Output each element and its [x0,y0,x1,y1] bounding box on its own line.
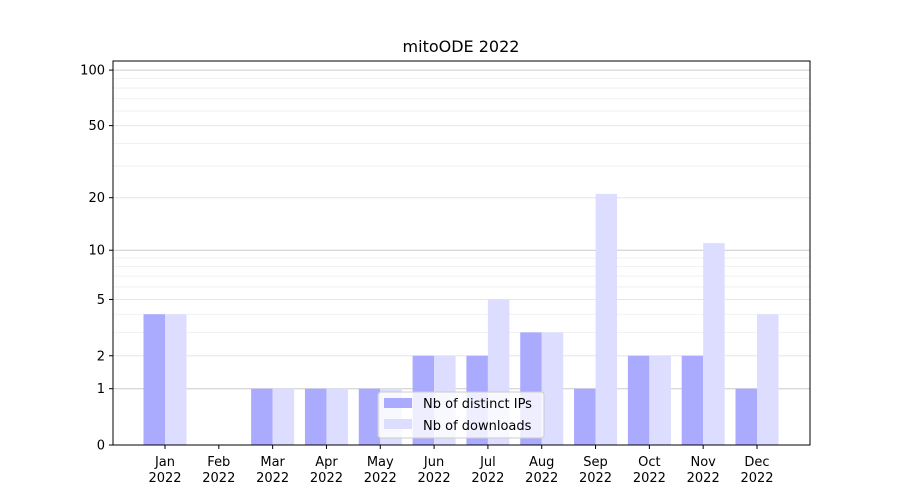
y-tick-label: 50 [88,119,105,134]
x-tick-label: Jun 2022 [418,455,451,486]
legend-label-ips: Nb of distinct IPs [423,397,532,412]
y-tick-label: 1 [97,382,105,397]
chart-title: mitoODE 2022 [403,37,520,56]
bar-downloads [541,332,564,445]
y-tick-label: 20 [88,191,105,206]
x-tick-label: Aug 2022 [525,455,558,486]
x-tick-label: Nov 2022 [687,455,720,486]
plot-frame [112,60,811,446]
bar-downloads [703,243,725,445]
x-tick-label: Jan 2022 [148,455,181,486]
bar-downloads [595,193,618,445]
bar-distinct-ips [143,314,165,445]
bar-downloads [272,388,295,445]
x-tick-label: Jul 2022 [471,455,504,486]
bar-distinct-ips [735,388,757,445]
x-tick-label: Oct 2022 [633,455,666,486]
bar-distinct-ips [251,388,273,445]
legend-label-downloads: Nb of downloads [423,419,532,434]
y-tick-label: 100 [80,64,105,79]
y-tick-label: 5 [97,293,105,308]
bar-distinct-ips [681,355,704,445]
legend-swatch-ips [384,398,412,408]
bar-distinct-ips [304,388,327,445]
bar-distinct-ips [574,388,596,445]
bar-downloads [326,388,348,445]
legend: Nb of distinct IPs Nb of downloads [377,391,545,439]
x-tick-label: Apr 2022 [310,455,343,486]
bar-downloads [757,314,779,445]
bar-distinct-ips [358,388,381,445]
x-tick-label: Dec 2022 [740,455,773,486]
x-tick-label: Feb 2022 [202,455,235,486]
legend-box [377,391,545,439]
bar-distinct-ips [627,355,650,445]
bar-downloads [165,314,187,445]
y-tick-label: 10 [88,244,105,259]
bar-downloads [649,355,671,445]
x-tick-label: Mar 2022 [256,455,289,486]
y-tick-label: 2 [97,349,105,364]
legend-swatch-downloads [384,419,412,429]
x-tick-label: May 2022 [364,455,397,486]
y-tick-label: 0 [97,439,105,454]
x-tick-label: Sep 2022 [579,455,612,486]
